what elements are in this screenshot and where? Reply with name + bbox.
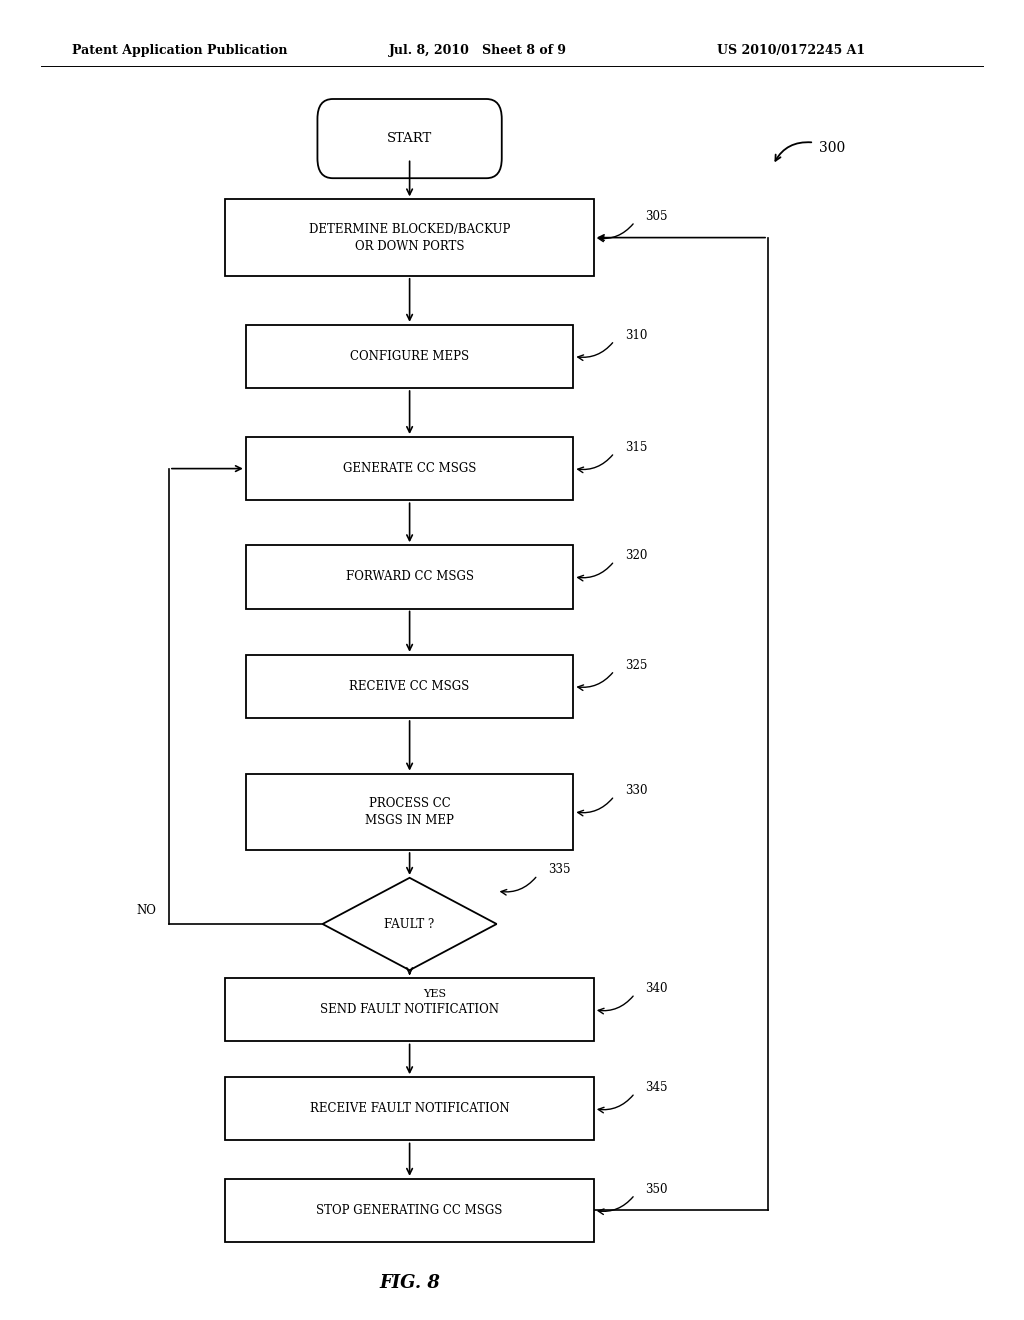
FancyBboxPatch shape bbox=[317, 99, 502, 178]
Text: 350: 350 bbox=[645, 1183, 668, 1196]
FancyBboxPatch shape bbox=[246, 774, 573, 850]
Text: 340: 340 bbox=[645, 982, 668, 995]
Text: 305: 305 bbox=[645, 210, 668, 223]
Text: FORWARD CC MSGS: FORWARD CC MSGS bbox=[346, 570, 473, 583]
Text: NO: NO bbox=[136, 904, 157, 917]
FancyBboxPatch shape bbox=[246, 655, 573, 718]
Text: 345: 345 bbox=[645, 1081, 668, 1094]
Text: 300: 300 bbox=[819, 141, 846, 154]
FancyBboxPatch shape bbox=[225, 1179, 594, 1242]
Text: START: START bbox=[387, 132, 432, 145]
FancyBboxPatch shape bbox=[246, 437, 573, 500]
Text: SEND FAULT NOTIFICATION: SEND FAULT NOTIFICATION bbox=[321, 1003, 499, 1016]
FancyBboxPatch shape bbox=[246, 325, 573, 388]
FancyBboxPatch shape bbox=[246, 545, 573, 609]
Text: Patent Application Publication: Patent Application Publication bbox=[72, 44, 287, 57]
Text: DETERMINE BLOCKED/BACKUP
OR DOWN PORTS: DETERMINE BLOCKED/BACKUP OR DOWN PORTS bbox=[309, 223, 510, 252]
Text: STOP GENERATING CC MSGS: STOP GENERATING CC MSGS bbox=[316, 1204, 503, 1217]
Text: 330: 330 bbox=[625, 784, 647, 797]
Text: Jul. 8, 2010   Sheet 8 of 9: Jul. 8, 2010 Sheet 8 of 9 bbox=[389, 44, 567, 57]
Text: RECEIVE FAULT NOTIFICATION: RECEIVE FAULT NOTIFICATION bbox=[310, 1102, 509, 1115]
Text: GENERATE CC MSGS: GENERATE CC MSGS bbox=[343, 462, 476, 475]
Text: 310: 310 bbox=[625, 329, 647, 342]
Text: 320: 320 bbox=[625, 549, 647, 562]
Text: 335: 335 bbox=[548, 863, 570, 876]
FancyBboxPatch shape bbox=[225, 199, 594, 276]
Text: FIG. 8: FIG. 8 bbox=[379, 1274, 440, 1292]
Text: US 2010/0172245 A1: US 2010/0172245 A1 bbox=[717, 44, 865, 57]
Text: 325: 325 bbox=[625, 659, 647, 672]
Polygon shape bbox=[323, 878, 497, 970]
FancyBboxPatch shape bbox=[225, 1077, 594, 1140]
Text: 315: 315 bbox=[625, 441, 647, 454]
Text: CONFIGURE MEPS: CONFIGURE MEPS bbox=[350, 350, 469, 363]
Text: RECEIVE CC MSGS: RECEIVE CC MSGS bbox=[349, 680, 470, 693]
Text: YES: YES bbox=[423, 989, 446, 999]
Text: FAULT ?: FAULT ? bbox=[384, 917, 435, 931]
Text: PROCESS CC
MSGS IN MEP: PROCESS CC MSGS IN MEP bbox=[366, 797, 454, 826]
FancyBboxPatch shape bbox=[225, 978, 594, 1041]
